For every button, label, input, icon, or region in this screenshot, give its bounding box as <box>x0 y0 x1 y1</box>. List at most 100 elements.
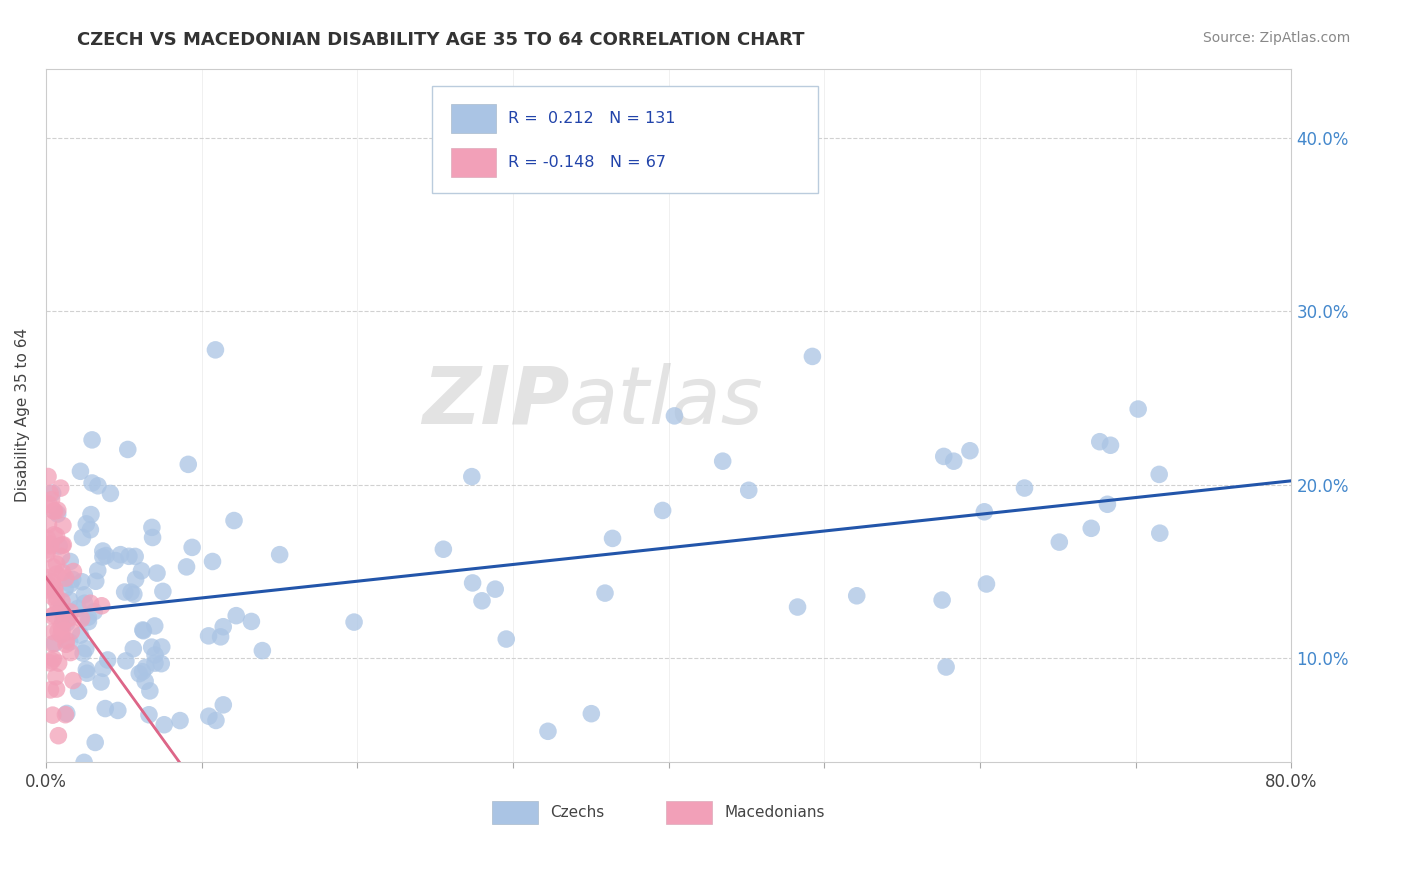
Point <box>39 682 62 697</box>
Point <box>181 541 204 555</box>
Point <box>77 610 100 624</box>
Point <box>80 508 103 522</box>
Point <box>62 565 84 579</box>
Point <box>142 531 165 545</box>
Point <box>39 539 62 553</box>
Point <box>1149 526 1171 541</box>
Point <box>1080 521 1102 535</box>
Point <box>41 492 63 507</box>
Text: R =  0.212   N = 131: R = 0.212 N = 131 <box>508 111 675 126</box>
Point <box>45 557 67 571</box>
Point <box>484 582 506 596</box>
Point <box>150 657 173 671</box>
Point <box>59 577 82 591</box>
Point <box>495 632 517 646</box>
Point <box>973 505 995 519</box>
Point <box>87 564 110 578</box>
Point <box>100 486 122 500</box>
Text: R = -0.148   N = 67: R = -0.148 N = 67 <box>508 154 666 169</box>
Point <box>942 454 965 468</box>
Point <box>738 483 761 498</box>
Point <box>41 654 63 668</box>
Point <box>135 660 157 674</box>
Point <box>41 609 63 624</box>
Point <box>51 538 73 552</box>
Point <box>269 548 291 562</box>
Point <box>222 514 245 528</box>
Point <box>177 458 200 472</box>
Point <box>1147 467 1170 482</box>
Point <box>90 599 112 613</box>
Point <box>134 674 156 689</box>
Point <box>53 582 76 596</box>
Point <box>198 709 221 723</box>
Point <box>35 542 58 557</box>
Point <box>55 706 77 721</box>
Point <box>49 481 72 495</box>
Point <box>35 582 58 597</box>
FancyBboxPatch shape <box>451 103 495 133</box>
Point <box>602 532 624 546</box>
Point <box>51 624 73 638</box>
Point <box>225 608 247 623</box>
Point <box>62 673 84 688</box>
Point <box>70 612 93 626</box>
Point <box>932 450 955 464</box>
Point <box>537 724 560 739</box>
Point <box>651 503 673 517</box>
Point <box>252 643 274 657</box>
Point <box>37 532 59 546</box>
Point <box>56 615 79 630</box>
Y-axis label: Disability Age 35 to 64: Disability Age 35 to 64 <box>15 328 30 502</box>
Point <box>141 640 163 654</box>
Point <box>39 537 62 551</box>
Point <box>110 548 132 562</box>
Point <box>60 624 83 639</box>
Text: Macedonians: Macedonians <box>724 805 825 820</box>
Point <box>91 661 114 675</box>
Text: Czechs: Czechs <box>550 805 605 820</box>
Point <box>461 576 484 591</box>
Point <box>45 670 67 684</box>
Point <box>45 595 67 609</box>
Point <box>73 756 96 770</box>
Point <box>197 629 219 643</box>
Point <box>240 615 263 629</box>
Point <box>114 585 136 599</box>
Point <box>76 666 98 681</box>
Point <box>51 619 73 633</box>
Point <box>46 624 69 638</box>
Point <box>212 620 235 634</box>
Point <box>48 539 70 553</box>
Point <box>153 717 176 731</box>
Point <box>55 637 77 651</box>
Point <box>72 531 94 545</box>
Point <box>75 516 97 531</box>
Point <box>82 475 104 490</box>
Point <box>52 518 75 533</box>
Point <box>75 641 97 656</box>
Point <box>138 707 160 722</box>
Point <box>132 624 155 638</box>
FancyBboxPatch shape <box>666 800 713 824</box>
Point <box>90 675 112 690</box>
Point <box>581 706 603 721</box>
Text: atlas: atlas <box>569 362 763 441</box>
Point <box>97 653 120 667</box>
Point <box>41 574 63 589</box>
FancyBboxPatch shape <box>432 86 818 194</box>
Point <box>44 582 66 596</box>
Point <box>139 684 162 698</box>
Point <box>1014 481 1036 495</box>
Point <box>35 547 58 561</box>
FancyBboxPatch shape <box>492 800 538 824</box>
Point <box>52 614 75 628</box>
Point <box>59 635 82 649</box>
Text: CZECH VS MACEDONIAN DISABILITY AGE 35 TO 64 CORRELATION CHART: CZECH VS MACEDONIAN DISABILITY AGE 35 TO… <box>77 31 804 49</box>
Point <box>132 623 155 637</box>
Point <box>73 588 96 602</box>
Point <box>37 577 59 591</box>
Point <box>46 507 69 521</box>
Point <box>79 596 101 610</box>
Point <box>104 553 127 567</box>
